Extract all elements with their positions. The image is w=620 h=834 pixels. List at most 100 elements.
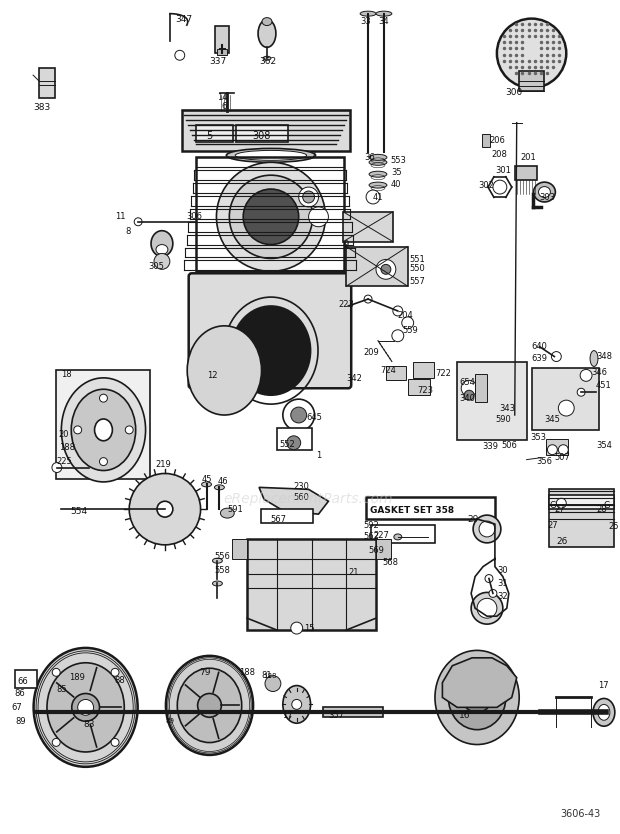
FancyBboxPatch shape (277, 428, 312, 450)
Text: 354: 354 (596, 441, 612, 450)
Polygon shape (443, 658, 516, 707)
Circle shape (381, 264, 391, 274)
Text: 230: 230 (294, 482, 309, 491)
Text: 562: 562 (363, 532, 379, 541)
Circle shape (111, 668, 119, 676)
Text: 32: 32 (497, 592, 508, 600)
FancyBboxPatch shape (56, 370, 150, 480)
Circle shape (556, 498, 566, 508)
Text: 303: 303 (539, 193, 556, 203)
Circle shape (309, 207, 329, 227)
Text: 227: 227 (373, 531, 389, 540)
Ellipse shape (435, 651, 519, 745)
Ellipse shape (369, 154, 387, 160)
Circle shape (463, 682, 492, 712)
Text: eReplacementParts.com: eReplacementParts.com (224, 492, 393, 506)
Text: 724: 724 (380, 366, 396, 375)
Text: 14: 14 (218, 93, 228, 103)
Ellipse shape (213, 558, 223, 563)
Circle shape (78, 700, 94, 716)
Circle shape (292, 700, 302, 710)
Circle shape (72, 694, 99, 721)
Text: 67: 67 (11, 703, 22, 712)
Text: 507: 507 (554, 453, 570, 462)
Text: 26: 26 (556, 537, 568, 546)
Text: 27: 27 (547, 520, 558, 530)
Ellipse shape (220, 508, 234, 518)
FancyBboxPatch shape (346, 247, 408, 286)
Circle shape (577, 389, 585, 396)
Text: 640: 640 (531, 342, 547, 351)
FancyBboxPatch shape (196, 124, 233, 143)
Circle shape (157, 501, 173, 517)
Ellipse shape (202, 482, 211, 487)
Text: 356: 356 (536, 457, 552, 466)
FancyBboxPatch shape (549, 490, 614, 547)
Text: 557: 557 (410, 277, 425, 286)
Text: 558: 558 (215, 566, 231, 575)
FancyBboxPatch shape (232, 539, 247, 559)
Text: 308: 308 (252, 131, 270, 141)
Text: 81: 81 (261, 671, 272, 681)
Text: 209: 209 (363, 348, 379, 357)
Circle shape (99, 394, 107, 402)
Text: 85: 85 (56, 685, 66, 694)
Text: 6: 6 (221, 103, 227, 111)
FancyBboxPatch shape (371, 525, 435, 543)
Text: 3606-43: 3606-43 (560, 810, 601, 819)
Text: 40: 40 (391, 179, 401, 188)
Text: 188: 188 (263, 673, 277, 679)
Text: 723: 723 (418, 386, 433, 394)
Circle shape (198, 694, 221, 717)
Text: 347: 347 (175, 15, 192, 24)
Circle shape (489, 590, 497, 597)
Text: 302: 302 (478, 181, 494, 189)
Text: 301: 301 (495, 166, 511, 175)
FancyBboxPatch shape (218, 49, 228, 55)
Ellipse shape (376, 11, 392, 16)
Text: 554: 554 (71, 506, 88, 515)
Text: 16: 16 (459, 711, 471, 720)
Ellipse shape (235, 150, 307, 160)
Text: 9: 9 (343, 240, 348, 249)
Text: 188: 188 (239, 668, 255, 677)
FancyBboxPatch shape (182, 110, 350, 152)
Ellipse shape (226, 148, 316, 163)
Text: 567: 567 (271, 515, 287, 524)
FancyBboxPatch shape (324, 707, 383, 717)
Text: 11: 11 (115, 213, 126, 221)
Ellipse shape (166, 656, 253, 755)
Text: 225: 225 (56, 457, 72, 466)
FancyBboxPatch shape (386, 366, 405, 380)
Text: 451: 451 (596, 381, 612, 389)
Text: 305: 305 (148, 262, 164, 271)
Ellipse shape (61, 378, 146, 482)
Circle shape (393, 306, 403, 316)
Text: 208: 208 (491, 150, 507, 159)
Polygon shape (259, 487, 329, 514)
Text: 556: 556 (215, 552, 231, 561)
Text: 89: 89 (166, 718, 175, 724)
Text: GASKET SET 358: GASKET SET 358 (370, 505, 454, 515)
Text: 25: 25 (608, 521, 618, 530)
Text: 1: 1 (317, 451, 322, 460)
Ellipse shape (231, 306, 311, 395)
FancyBboxPatch shape (366, 497, 495, 519)
Circle shape (366, 190, 380, 204)
FancyBboxPatch shape (515, 166, 536, 180)
Text: 552: 552 (280, 440, 296, 450)
Text: 20: 20 (59, 430, 69, 440)
Ellipse shape (47, 663, 124, 752)
Circle shape (580, 369, 592, 381)
Text: 33: 33 (360, 17, 371, 26)
Ellipse shape (94, 419, 112, 441)
Text: 592: 592 (363, 520, 379, 530)
Text: 88: 88 (114, 676, 125, 685)
Text: 551: 551 (410, 255, 425, 264)
Text: 506: 506 (502, 441, 518, 450)
FancyBboxPatch shape (482, 133, 490, 148)
Text: 45: 45 (202, 475, 212, 484)
Text: 83: 83 (84, 720, 95, 729)
Text: 18: 18 (61, 370, 71, 379)
Circle shape (99, 458, 107, 465)
